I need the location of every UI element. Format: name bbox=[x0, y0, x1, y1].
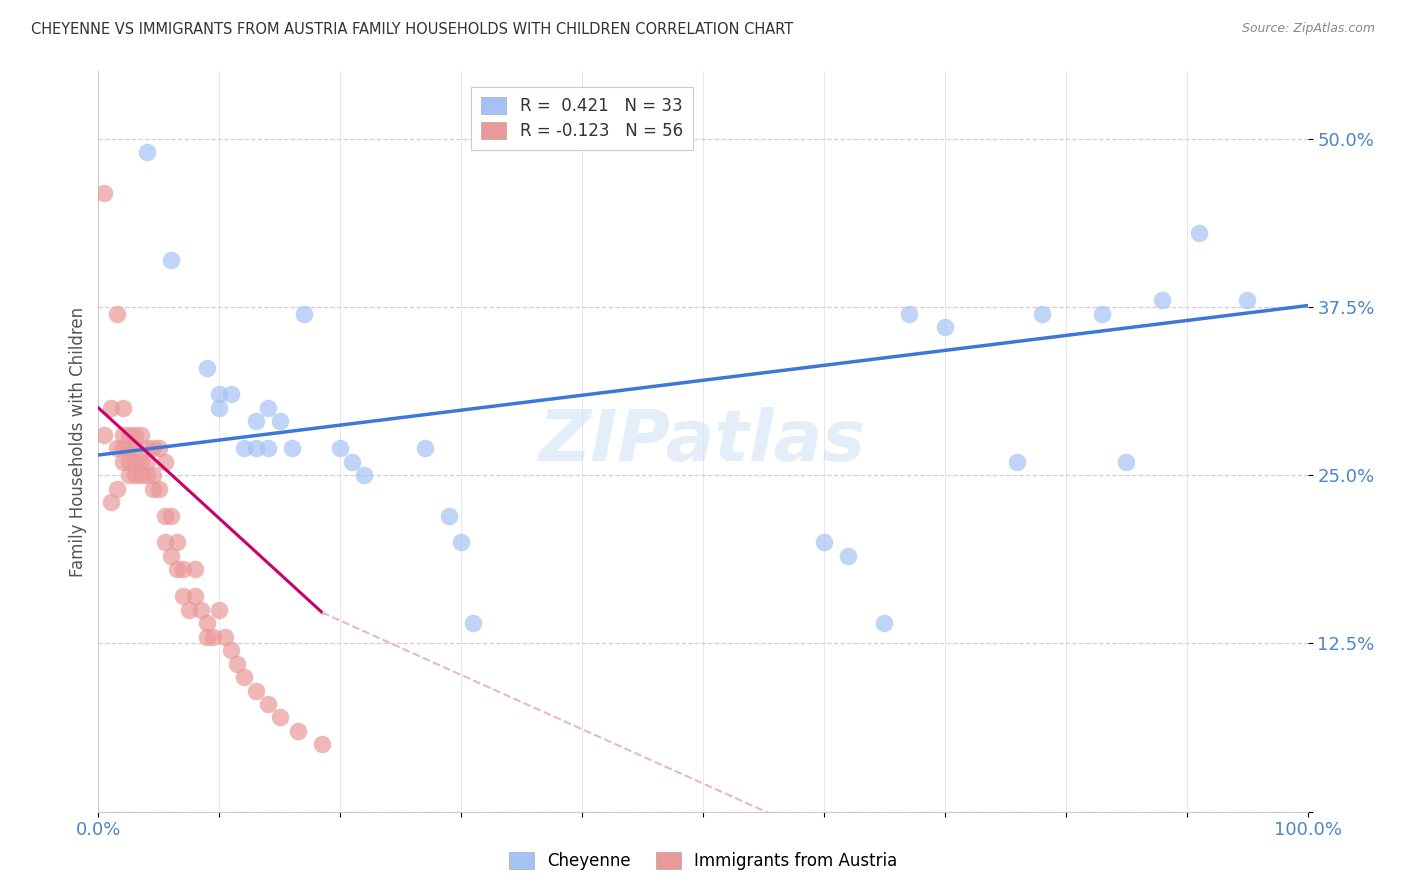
Point bbox=[195, 360, 218, 375]
Point bbox=[269, 414, 291, 428]
Point bbox=[142, 468, 165, 483]
Point bbox=[129, 455, 152, 469]
Point bbox=[124, 442, 146, 456]
Point bbox=[245, 683, 267, 698]
Point bbox=[208, 401, 231, 415]
Point bbox=[195, 616, 218, 631]
Point bbox=[135, 468, 157, 483]
Point bbox=[1115, 455, 1137, 469]
Point bbox=[1152, 293, 1174, 308]
Point bbox=[1236, 293, 1258, 308]
Point bbox=[172, 590, 194, 604]
Point bbox=[135, 442, 157, 456]
Point bbox=[353, 468, 375, 483]
Point bbox=[129, 427, 152, 442]
Point bbox=[172, 562, 194, 576]
Point bbox=[221, 387, 243, 401]
Point bbox=[124, 427, 146, 442]
Point bbox=[179, 603, 201, 617]
Point bbox=[202, 630, 225, 644]
Point bbox=[166, 535, 188, 549]
Point bbox=[111, 442, 134, 456]
Point bbox=[214, 630, 236, 644]
Point bbox=[184, 562, 207, 576]
Point bbox=[226, 657, 249, 671]
Point bbox=[256, 697, 278, 711]
Point bbox=[873, 616, 896, 631]
Point bbox=[1007, 455, 1029, 469]
Point bbox=[232, 670, 254, 684]
Point bbox=[148, 482, 170, 496]
Point bbox=[311, 738, 333, 752]
Point bbox=[105, 482, 128, 496]
Text: Source: ZipAtlas.com: Source: ZipAtlas.com bbox=[1241, 22, 1375, 36]
Point bbox=[166, 562, 188, 576]
Point bbox=[148, 442, 170, 456]
Point bbox=[256, 401, 278, 415]
Point bbox=[1031, 307, 1053, 321]
Point bbox=[93, 186, 115, 200]
Point bbox=[111, 401, 134, 415]
Point bbox=[1188, 226, 1211, 240]
Text: ZIPatlas: ZIPatlas bbox=[540, 407, 866, 476]
Point bbox=[142, 442, 165, 456]
Point bbox=[111, 427, 134, 442]
Point bbox=[153, 508, 176, 523]
Legend: Cheyenne, Immigrants from Austria: Cheyenne, Immigrants from Austria bbox=[502, 845, 904, 877]
Point bbox=[329, 442, 352, 456]
Point bbox=[160, 252, 183, 267]
Point bbox=[142, 482, 165, 496]
Point bbox=[208, 603, 231, 617]
Point bbox=[105, 442, 128, 456]
Point bbox=[105, 307, 128, 321]
Point bbox=[245, 442, 267, 456]
Point bbox=[118, 468, 141, 483]
Point bbox=[221, 643, 243, 657]
Point bbox=[93, 427, 115, 442]
Point bbox=[813, 535, 835, 549]
Point bbox=[160, 508, 183, 523]
Point bbox=[195, 630, 218, 644]
Point bbox=[413, 442, 436, 456]
Point bbox=[463, 616, 485, 631]
Point bbox=[287, 723, 309, 738]
Legend: R =  0.421   N = 33, R = -0.123   N = 56: R = 0.421 N = 33, R = -0.123 N = 56 bbox=[471, 87, 693, 150]
Y-axis label: Family Households with Children: Family Households with Children bbox=[69, 307, 87, 576]
Point bbox=[292, 307, 315, 321]
Point bbox=[232, 442, 254, 456]
Point bbox=[190, 603, 212, 617]
Point bbox=[135, 145, 157, 160]
Point bbox=[118, 455, 141, 469]
Point bbox=[184, 590, 207, 604]
Point bbox=[153, 455, 176, 469]
Point bbox=[118, 427, 141, 442]
Point bbox=[281, 442, 304, 456]
Point bbox=[256, 442, 278, 456]
Point bbox=[450, 535, 472, 549]
Text: CHEYENNE VS IMMIGRANTS FROM AUSTRIA FAMILY HOUSEHOLDS WITH CHILDREN CORRELATION : CHEYENNE VS IMMIGRANTS FROM AUSTRIA FAMI… bbox=[31, 22, 793, 37]
Point bbox=[437, 508, 460, 523]
Point bbox=[208, 387, 231, 401]
Point bbox=[135, 455, 157, 469]
Point bbox=[111, 455, 134, 469]
Point bbox=[124, 455, 146, 469]
Point bbox=[342, 455, 364, 469]
Point bbox=[837, 549, 859, 563]
Point bbox=[153, 535, 176, 549]
Point bbox=[100, 401, 122, 415]
Point bbox=[934, 320, 956, 334]
Point bbox=[269, 710, 291, 724]
Point bbox=[124, 468, 146, 483]
Point bbox=[160, 549, 183, 563]
Point bbox=[897, 307, 920, 321]
Point bbox=[118, 442, 141, 456]
Point bbox=[1091, 307, 1114, 321]
Point bbox=[100, 495, 122, 509]
Point bbox=[245, 414, 267, 428]
Point bbox=[129, 468, 152, 483]
